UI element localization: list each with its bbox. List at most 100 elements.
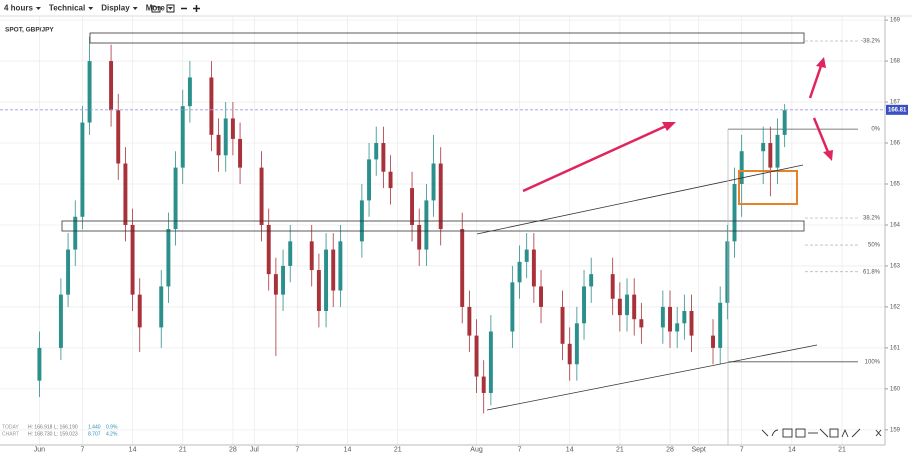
candle-body <box>617 298 622 316</box>
fib-label: 61.8% <box>863 269 881 275</box>
candle-body <box>209 77 214 135</box>
tool-icon[interactable] <box>761 429 769 437</box>
tool-icon[interactable] <box>782 428 793 438</box>
candle-body <box>689 311 694 336</box>
tool-icon[interactable] <box>795 428 806 438</box>
candle-body <box>660 306 665 328</box>
candle-body <box>782 110 787 135</box>
candle-body <box>531 249 536 287</box>
candle-body <box>725 241 730 303</box>
x-tick-label: Sept <box>691 446 705 453</box>
drawings <box>61 32 833 445</box>
candle-body <box>109 61 114 111</box>
y-tick-label: 162 <box>890 304 901 310</box>
info-change: 8.707 <box>88 431 101 437</box>
candle-body <box>524 249 529 262</box>
candle-body <box>711 335 715 348</box>
candle-body <box>381 143 386 172</box>
candle-body <box>460 229 465 307</box>
y-tick-label: 159 <box>890 427 901 433</box>
candle-body <box>410 188 415 225</box>
candle-body <box>574 323 579 365</box>
info-low: L: 159.023 <box>54 431 78 437</box>
info-low: L: 166.190 <box>54 424 78 430</box>
candle-body <box>216 134 221 156</box>
candle-body <box>281 265 286 295</box>
candle-body <box>58 294 63 348</box>
tool-icon[interactable] <box>841 428 849 438</box>
x-tick-label: 21 <box>838 446 846 453</box>
y-tick-label: 164 <box>890 223 901 229</box>
candle-body <box>116 110 121 164</box>
candle-body <box>374 143 379 160</box>
fib-label: 100% <box>865 359 881 365</box>
zone-box <box>61 220 805 232</box>
fib-label: 0% <box>871 127 880 133</box>
x-tick-label: 28 <box>666 446 674 453</box>
candle-body <box>539 286 544 307</box>
tool-icon[interactable] <box>851 428 861 438</box>
candle-body <box>417 224 422 250</box>
candle-body <box>718 302 723 348</box>
save-icon[interactable] <box>166 4 175 13</box>
candle-body <box>238 138 243 168</box>
candle-body <box>775 134 780 168</box>
arrow-head <box>662 122 676 131</box>
x-tick-label: Jun <box>34 446 45 453</box>
candle-body <box>510 282 515 332</box>
toolbar-button[interactable]: More <box>146 4 166 13</box>
candle-body <box>223 118 228 156</box>
open-icon[interactable] <box>151 5 161 13</box>
candle-body <box>73 216 78 250</box>
toolbar-icons <box>151 4 200 13</box>
candle-body <box>367 159 372 201</box>
candle-body <box>582 286 586 324</box>
candle-body <box>474 335 479 377</box>
candle-body <box>259 167 264 225</box>
candle-body <box>338 241 343 291</box>
drawing-tools <box>761 428 882 438</box>
x-tick-label: 7 <box>740 446 744 453</box>
candle-body <box>137 294 142 328</box>
candle-body <box>37 347 42 381</box>
candle-body <box>66 249 71 295</box>
zoom-in-icon[interactable] <box>193 5 200 12</box>
toolbar <box>0 0 912 16</box>
tool-icon[interactable] <box>771 429 779 437</box>
candle-body <box>589 274 594 287</box>
highlight-box <box>738 170 798 205</box>
candle-body <box>761 143 766 152</box>
dropdown-caret <box>35 7 41 10</box>
toolbar-button[interactable]: 4 hours <box>4 4 33 13</box>
toolbar-button[interactable]: Technical <box>49 4 85 13</box>
trend-line <box>476 164 804 235</box>
x-tick-label: Jul <box>250 446 259 453</box>
candle-body <box>316 270 321 312</box>
tool-icon[interactable] <box>819 428 829 438</box>
y-tick-label: 161 <box>890 345 901 351</box>
y-tick-label: 165 <box>890 182 901 188</box>
candle-body <box>324 249 329 312</box>
x-tick-label: Aug <box>470 446 483 453</box>
candle-body <box>739 151 744 184</box>
info-label: TODAY <box>2 424 19 430</box>
candle-body <box>560 306 565 344</box>
candle-body <box>166 229 171 287</box>
arrow <box>808 65 823 99</box>
info-high: H: 168.730 <box>28 431 53 437</box>
candle-body <box>438 163 443 230</box>
y-tick-label: 168 <box>890 59 901 65</box>
arrow <box>812 117 830 153</box>
candle-body <box>639 319 644 328</box>
toolbar-button[interactable]: Display <box>101 4 130 13</box>
candle-body <box>288 241 293 266</box>
x-tick-label: 21 <box>394 446 402 453</box>
zone-box <box>89 32 805 44</box>
arrow <box>522 124 667 193</box>
tool-icon[interactable] <box>829 428 839 438</box>
candle-body <box>732 183 737 242</box>
candle-body <box>331 249 336 291</box>
tool-icon[interactable] <box>875 429 882 437</box>
